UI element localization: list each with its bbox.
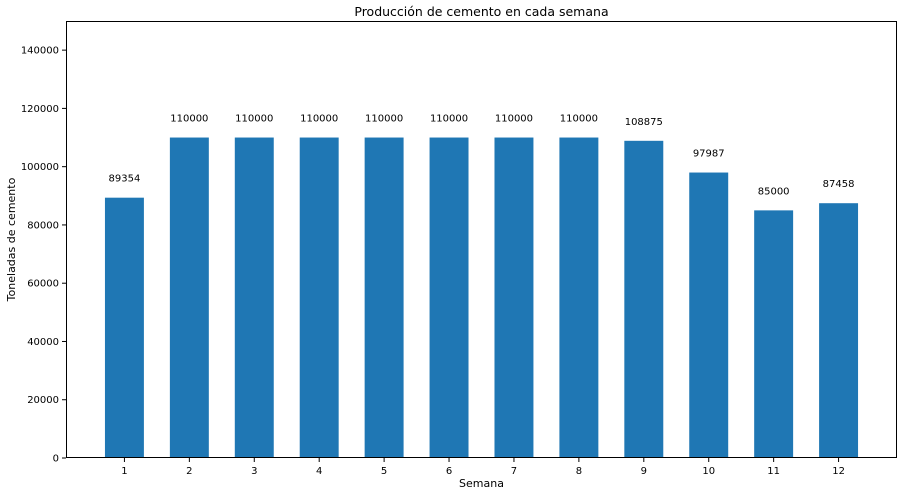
bar-value-label: 110000: [495, 114, 533, 125]
bar: [494, 137, 534, 459]
bar-value-label: 110000: [560, 114, 598, 125]
x-ticks-group: 1 2 3 4 5 6 7 8 9 10 11 12: [121, 458, 845, 477]
x-tick-label: 2: [186, 466, 192, 477]
x-tick-label: 12: [832, 466, 845, 477]
chart-title: Producción de cemento en cada semana: [354, 4, 608, 19]
bar: [104, 197, 144, 458]
x-tick-label: 8: [576, 466, 582, 477]
x-tick-label: 4: [316, 466, 322, 477]
plot-frame: [66, 21, 897, 458]
x-tick-label: 11: [767, 466, 780, 477]
x-tick-label: 9: [641, 466, 647, 477]
bar: [624, 140, 664, 458]
bar-value-label: 108875: [625, 117, 663, 128]
bar-value-label: 110000: [365, 114, 403, 125]
bar: [689, 172, 729, 459]
bar: [754, 210, 794, 458]
bar: [559, 137, 599, 459]
bar: [234, 137, 274, 459]
y-tick-label: 80000: [27, 220, 59, 231]
bars-group: [104, 137, 859, 459]
y-axis-label-group: Toneladas de cemento: [5, 177, 18, 302]
y-tick-label: 40000: [27, 337, 59, 348]
bar: [819, 203, 859, 458]
bar-value-label: 87458: [823, 179, 855, 190]
bar-value-label: 89354: [109, 174, 141, 185]
y-axis-label: Toneladas de cemento: [5, 177, 18, 302]
x-tick-label: 5: [381, 466, 387, 477]
x-tick-label: 10: [702, 466, 715, 477]
x-tick-label: 6: [446, 466, 452, 477]
bar: [429, 137, 469, 459]
bar-value-label: 110000: [430, 114, 468, 125]
x-tick-label: 7: [511, 466, 517, 477]
x-tick-label: 3: [251, 466, 257, 477]
y-tick-label: 20000: [27, 395, 59, 406]
y-tick-label: 120000: [21, 104, 59, 115]
y-tick-label: 100000: [21, 162, 59, 173]
bar-value-label: 110000: [300, 114, 338, 125]
bar-value-label: 110000: [170, 114, 208, 125]
bar-value-label: 110000: [235, 114, 273, 125]
bar: [169, 137, 209, 459]
bar: [364, 137, 404, 459]
x-axis-label: Semana: [459, 477, 504, 490]
bar-value-label: 97987: [693, 149, 725, 160]
y-tick-label: 0: [53, 454, 59, 465]
bar: [299, 137, 339, 459]
bar-value-label: 85000: [758, 186, 790, 197]
y-tick-label: 60000: [27, 279, 59, 290]
y-ticks-group: 0 20000 40000 60000 80000 100000 120000 140000: [21, 46, 66, 465]
data-labels-group: 89354 110000 110000 110000 110000 110000 11000…: [109, 114, 855, 198]
y-tick-label: 140000: [21, 46, 59, 57]
x-tick-label: 1: [121, 466, 127, 477]
